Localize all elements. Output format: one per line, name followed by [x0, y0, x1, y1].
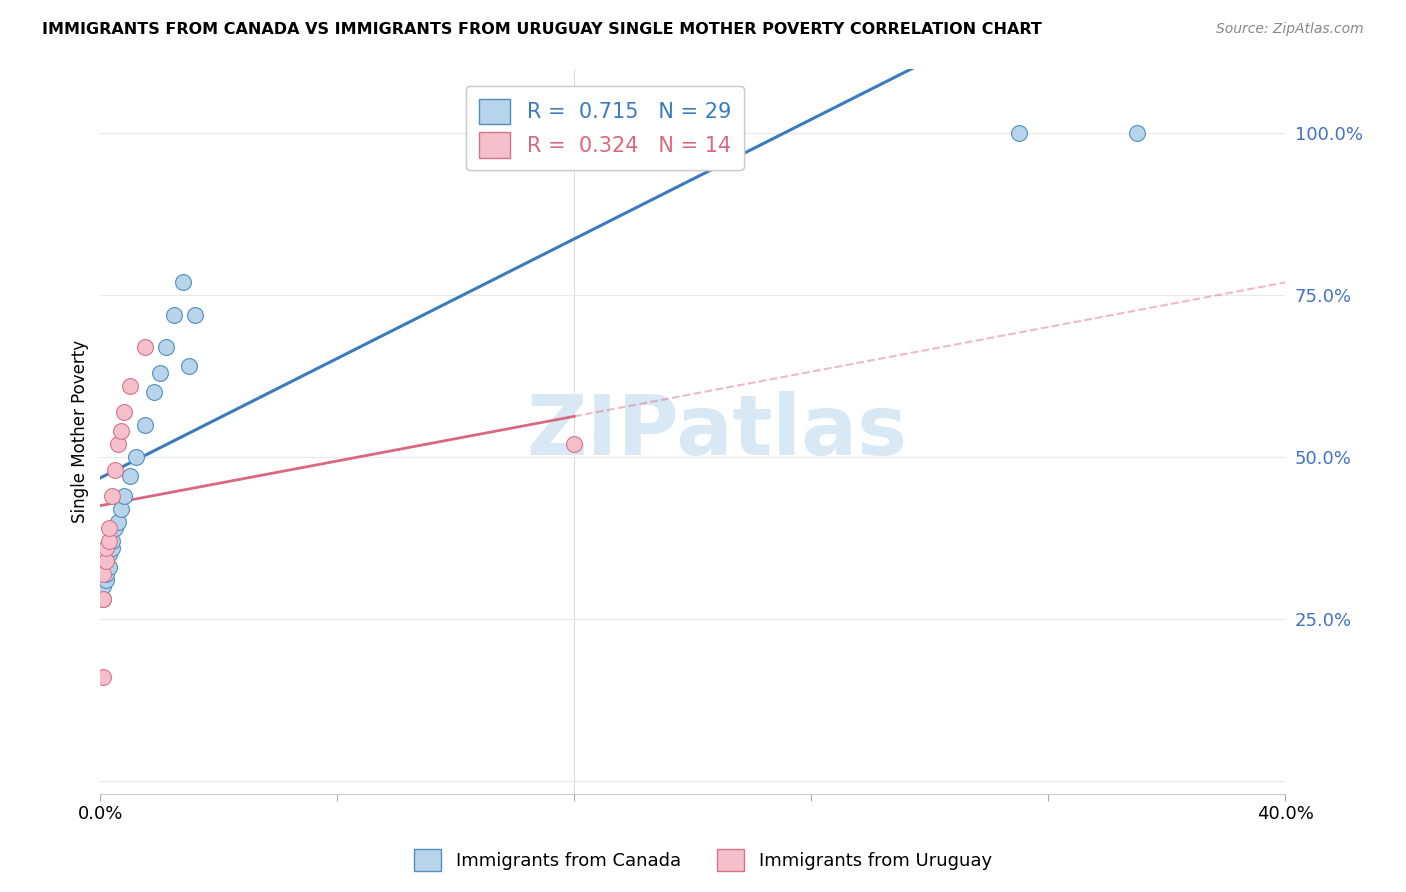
Point [112, 405, 135, 419]
Point [155, 340, 177, 354]
Point [1007, 126, 1029, 140]
Point [98, 534, 121, 549]
Point [118, 469, 141, 483]
Point [96, 541, 118, 555]
Point [101, 541, 124, 555]
Point [96, 553, 118, 567]
Point [562, 126, 585, 140]
Point [91, 566, 114, 581]
Point [572, 126, 595, 140]
Point [149, 366, 172, 380]
Point [134, 340, 156, 354]
Text: IMMIGRANTS FROM CANADA VS IMMIGRANTS FROM URUGUAY SINGLE MOTHER POVERTY CORRELAT: IMMIGRANTS FROM CANADA VS IMMIGRANTS FRO… [42, 22, 1042, 37]
Point [107, 437, 129, 451]
Point [569, 126, 592, 140]
Point [98, 560, 121, 574]
Point [91, 592, 114, 607]
Point [91, 592, 114, 607]
Point [172, 275, 194, 289]
Point [104, 463, 127, 477]
Point [110, 501, 132, 516]
Point [179, 359, 201, 374]
Point [110, 424, 132, 438]
Legend: R =  0.715   N = 29, R =  0.324   N = 14: R = 0.715 N = 29, R = 0.324 N = 14 [467, 87, 744, 170]
Point [104, 521, 127, 535]
Text: Source: ZipAtlas.com: Source: ZipAtlas.com [1216, 22, 1364, 37]
Point [101, 534, 124, 549]
Point [91, 670, 114, 684]
Point [91, 579, 114, 593]
Point [184, 308, 207, 322]
Point [134, 417, 156, 432]
Point [96, 573, 118, 587]
Point [98, 521, 121, 535]
Point [163, 308, 186, 322]
Point [118, 378, 141, 392]
Point [112, 489, 135, 503]
Point [107, 515, 129, 529]
Point [98, 547, 121, 561]
Point [1126, 126, 1149, 140]
Point [578, 126, 600, 140]
Point [96, 566, 118, 581]
Point [562, 437, 585, 451]
Point [548, 126, 571, 140]
Legend: Immigrants from Canada, Immigrants from Uruguay: Immigrants from Canada, Immigrants from … [408, 842, 998, 879]
Text: ZIPatlas: ZIPatlas [526, 391, 907, 472]
Point [101, 489, 124, 503]
Y-axis label: Single Mother Poverty: Single Mother Poverty [72, 340, 89, 523]
Point [125, 450, 148, 464]
Point [142, 385, 165, 400]
